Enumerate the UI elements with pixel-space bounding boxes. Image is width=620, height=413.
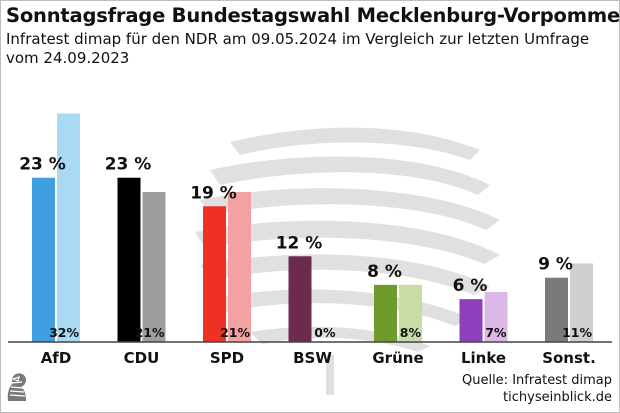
value-label-current-sonst: 9 % [538, 255, 573, 275]
value-label-current-afd: 23 % [19, 155, 66, 175]
bar-previous-cdu [142, 192, 166, 342]
value-label-previous-cdu: 21% [135, 325, 165, 340]
bar-previous-grüne [399, 284, 422, 342]
value-label-current-grüne: 8 % [367, 262, 402, 282]
bar-current-afd [32, 177, 55, 342]
value-label-previous-bsw: 0% [314, 325, 336, 340]
bar-current-cdu [117, 177, 141, 342]
tichys-einblick-logo [7, 373, 26, 401]
source-text: Quelle: Infratest dimap [461, 373, 612, 388]
value-label-previous-linke: 7% [485, 325, 507, 340]
value-label-previous-grüne: 8% [400, 325, 422, 340]
bar-current-linke [459, 299, 483, 342]
value-label-previous-sonst: 11% [562, 325, 592, 340]
category-label-afd: AfD [41, 349, 72, 367]
category-label-sonst: Sonst. [542, 349, 596, 367]
value-label-current-cdu: 23 % [105, 155, 152, 175]
value-label-previous-afd: 32% [49, 325, 79, 340]
category-label-cdu: CDU [124, 349, 160, 367]
category-label-grüne: Grüne [372, 349, 423, 367]
bar-previous-afd [57, 113, 80, 342]
bar-previous-sonst [570, 263, 593, 342]
category-label-bsw: BSW [293, 349, 332, 367]
value-label-current-linke: 6 % [453, 276, 488, 296]
bar-current-spd [203, 206, 226, 342]
value-label-current-spd: 19 % [190, 183, 237, 203]
bar-current-grüne [374, 284, 397, 342]
category-label-linke: Linke [461, 349, 506, 367]
bar-previous-spd [228, 192, 251, 342]
category-label-spd: SPD [210, 349, 244, 367]
bar-previous-linke [484, 292, 508, 342]
site-name: tichyseinblick.de [503, 390, 612, 405]
chart-title: Sonntagsfrage Bundestagswahl Mecklenburg… [6, 4, 620, 27]
value-label-current-bsw: 12 % [276, 233, 323, 253]
chart-subtitle: Infratest dimap für den NDR am 09.05.202… [6, 30, 590, 67]
value-label-previous-spd: 21% [220, 325, 250, 340]
bar-current-bsw [288, 256, 312, 342]
bar-current-sonst [545, 277, 568, 342]
source-note: Quelle: Infratest dimap tichyseinblick.d… [462, 372, 612, 406]
